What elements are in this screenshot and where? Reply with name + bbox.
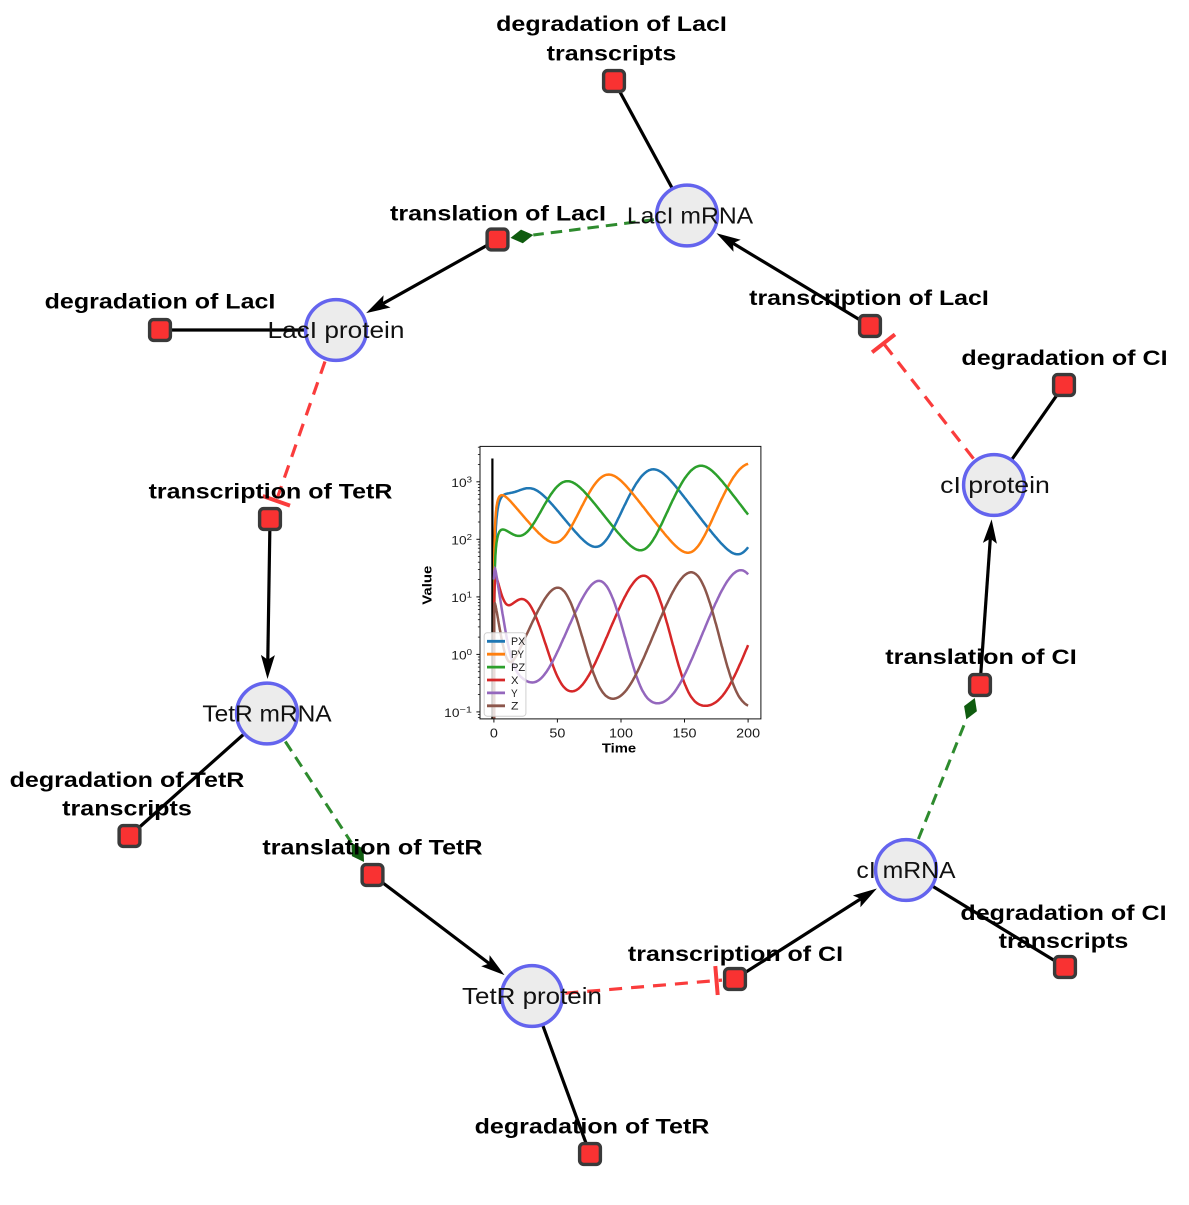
svg-text:PY: PY bbox=[511, 649, 525, 661]
svg-text:degradation of LacI: degradation of LacI bbox=[45, 291, 276, 314]
svg-text:LacI protein: LacI protein bbox=[268, 317, 405, 343]
svg-text:translation of TetR: translation of TetR bbox=[262, 837, 482, 860]
svg-text:−1: −1 bbox=[460, 704, 473, 714]
svg-text:transcription of TetR: transcription of TetR bbox=[149, 481, 393, 504]
svg-text:10: 10 bbox=[451, 534, 467, 548]
svg-text:cI mRNA: cI mRNA bbox=[856, 857, 956, 883]
svg-text:2: 2 bbox=[467, 532, 473, 542]
svg-text:200: 200 bbox=[736, 727, 760, 741]
svg-text:10: 10 bbox=[451, 591, 467, 605]
svg-text:transcripts: transcripts bbox=[547, 43, 677, 66]
svg-text:TetR mRNA: TetR mRNA bbox=[202, 701, 332, 727]
svg-text:150: 150 bbox=[673, 727, 697, 741]
svg-text:degradation of CI: degradation of CI bbox=[960, 902, 1166, 925]
svg-text:1: 1 bbox=[467, 589, 473, 599]
svg-text:Y: Y bbox=[511, 688, 518, 700]
svg-text:10: 10 bbox=[451, 476, 467, 490]
svg-text:X: X bbox=[511, 675, 519, 687]
svg-text:translation of LacI: translation of LacI bbox=[390, 203, 606, 226]
svg-text:LacI mRNA: LacI mRNA bbox=[627, 203, 754, 229]
svg-text:cI protein: cI protein bbox=[940, 472, 1050, 498]
svg-text:3: 3 bbox=[467, 474, 473, 484]
svg-text:degradation of TetR: degradation of TetR bbox=[10, 769, 245, 792]
svg-text:Time: Time bbox=[602, 741, 636, 755]
svg-text:degradation of TetR: degradation of TetR bbox=[475, 1116, 710, 1139]
svg-text:transcripts: transcripts bbox=[999, 930, 1129, 953]
svg-text:translation of CI: translation of CI bbox=[885, 646, 1076, 669]
svg-text:PX: PX bbox=[511, 636, 526, 648]
svg-text:transcription of CI: transcription of CI bbox=[628, 943, 843, 966]
svg-text:TetR protein: TetR protein bbox=[462, 983, 602, 1009]
svg-text:0: 0 bbox=[490, 727, 498, 741]
svg-text:degradation of CI: degradation of CI bbox=[961, 347, 1167, 370]
svg-text:10: 10 bbox=[444, 706, 460, 720]
svg-text:10: 10 bbox=[451, 649, 467, 663]
svg-text:Z: Z bbox=[511, 701, 519, 713]
svg-text:50: 50 bbox=[549, 727, 565, 741]
svg-text:100: 100 bbox=[609, 727, 633, 741]
svg-text:degradation of LacI: degradation of LacI bbox=[496, 13, 727, 36]
svg-text:transcription of LacI: transcription of LacI bbox=[749, 287, 989, 310]
svg-text:0: 0 bbox=[467, 647, 473, 657]
svg-text:transcripts: transcripts bbox=[62, 798, 192, 821]
svg-text:Value: Value bbox=[421, 566, 435, 605]
svg-text:PZ: PZ bbox=[511, 662, 525, 674]
